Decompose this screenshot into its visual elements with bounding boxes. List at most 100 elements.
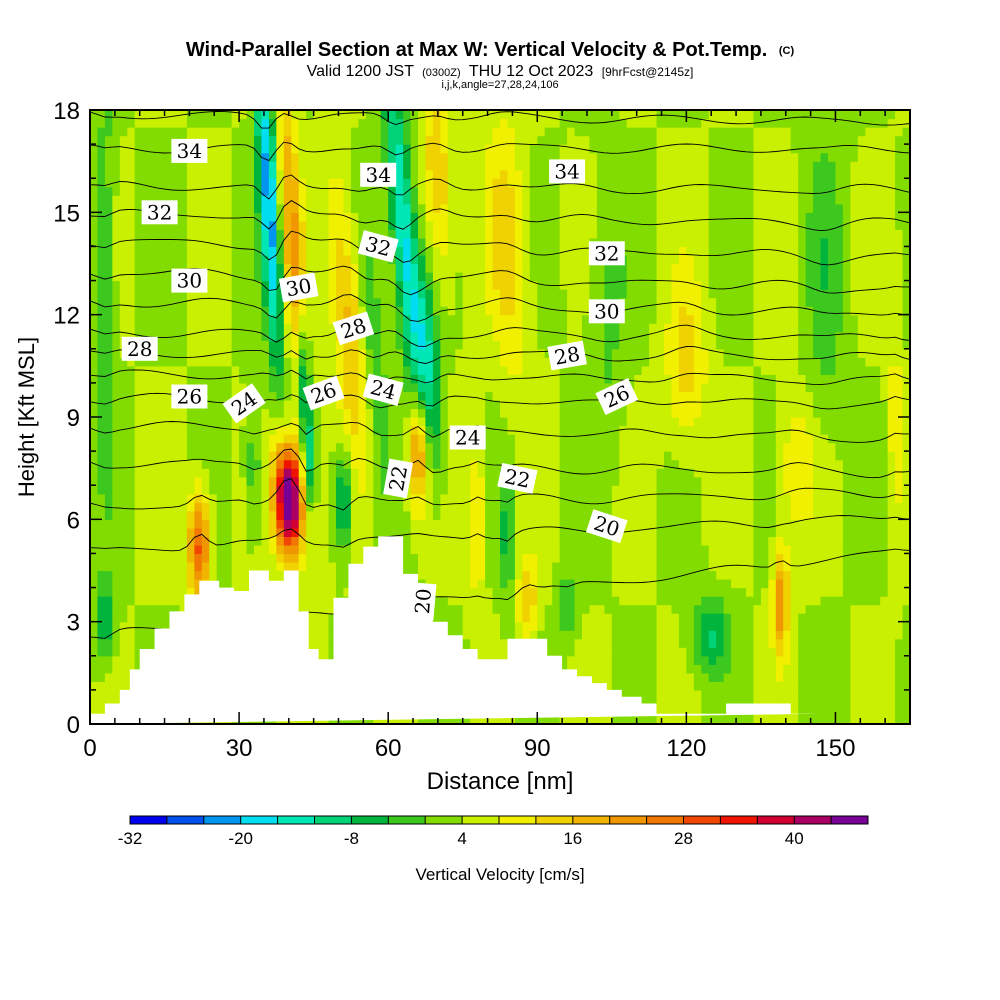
w-cell [209, 127, 218, 137]
w-cell [97, 689, 106, 700]
w-cell [276, 510, 285, 520]
w-cell [477, 118, 486, 128]
w-cell [313, 638, 322, 648]
w-cell [157, 510, 166, 520]
w-cell [321, 314, 330, 324]
w-cell [157, 596, 166, 606]
w-cell [97, 237, 106, 248]
w-cell [514, 195, 523, 205]
w-cell [209, 451, 218, 461]
w-cell [336, 357, 345, 367]
w-cell [373, 212, 382, 222]
w-cell [507, 561, 516, 572]
w-cell [455, 553, 464, 563]
w-cell [485, 144, 494, 154]
w-cell [477, 536, 486, 546]
w-cell [127, 493, 136, 503]
w-cell [343, 417, 352, 427]
w-cell [119, 391, 128, 401]
w-cell [537, 715, 546, 724]
w-cell [447, 229, 456, 239]
w-cell [537, 323, 546, 333]
w-cell [261, 237, 270, 248]
w-cell [298, 323, 307, 333]
w-cell [112, 297, 121, 307]
w-cell [559, 152, 568, 162]
w-cell [134, 280, 143, 290]
w-cell [194, 553, 203, 563]
w-cell [186, 263, 195, 273]
w-cell [462, 527, 471, 537]
w-cell [90, 493, 99, 503]
w-cell [552, 135, 561, 145]
w-cell [254, 272, 263, 282]
w-cell [104, 664, 113, 674]
w-cell [112, 169, 121, 179]
w-cell [596, 638, 605, 648]
w-cell [485, 135, 494, 145]
w-cell [142, 621, 151, 631]
w-cell [201, 340, 210, 350]
w-cell [462, 510, 471, 520]
w-cell [544, 365, 553, 375]
w-cell [134, 434, 143, 444]
w-cell [142, 195, 151, 205]
w-cell [164, 323, 173, 333]
w-cell [492, 596, 501, 606]
w-cell [507, 365, 516, 375]
w-cell [343, 382, 352, 393]
w-cell [395, 110, 404, 120]
chart-subtitle-indices: i,j,k,angle=27,28,24,106 [441, 79, 558, 91]
w-cell [268, 365, 277, 375]
w-cell [500, 630, 509, 640]
w-cell [477, 638, 486, 648]
w-cell [507, 570, 516, 580]
w-cell [291, 246, 300, 256]
w-cell [97, 561, 106, 572]
w-cell [350, 365, 359, 375]
w-cell [313, 220, 322, 230]
w-cell [395, 272, 404, 282]
w-cell [514, 246, 523, 256]
w-cell [582, 220, 591, 230]
w-cell [425, 451, 434, 461]
w-cell [350, 434, 359, 444]
w-cell [119, 289, 128, 299]
chart-title: Wind-Parallel Section at Max W: Vertical… [186, 39, 795, 61]
w-cell [350, 399, 359, 410]
w-cell [343, 229, 352, 239]
w-cell [142, 237, 151, 248]
w-cell [172, 476, 181, 486]
w-cell [485, 536, 494, 546]
w-cell [336, 314, 345, 324]
w-cell [582, 613, 591, 623]
w-cell [268, 544, 277, 555]
w-cell [254, 442, 263, 452]
w-cell [164, 289, 173, 299]
w-cell [365, 186, 374, 196]
w-cell [261, 459, 270, 469]
w-cell [119, 434, 128, 444]
w-cell [358, 408, 367, 418]
w-cell [403, 425, 412, 435]
w-cell [410, 110, 419, 120]
w-cell [149, 365, 158, 375]
w-cell [358, 195, 367, 205]
w-cell [350, 502, 359, 512]
w-cell [477, 127, 486, 137]
w-cell [604, 570, 613, 580]
w-cell [552, 621, 561, 631]
w-cell [582, 638, 591, 648]
w-cell [477, 297, 486, 307]
w-cell [268, 306, 277, 316]
w-cell [358, 272, 367, 282]
w-cell [97, 118, 106, 128]
chart-title-text: Wind-Parallel Section at Max W: Vertical… [186, 39, 767, 61]
w-cell [470, 314, 479, 324]
w-cell [268, 289, 277, 299]
w-cell [544, 357, 553, 367]
w-cell [254, 263, 263, 273]
w-cell [425, 579, 434, 589]
w-cell [216, 510, 225, 520]
w-cell [507, 272, 516, 282]
